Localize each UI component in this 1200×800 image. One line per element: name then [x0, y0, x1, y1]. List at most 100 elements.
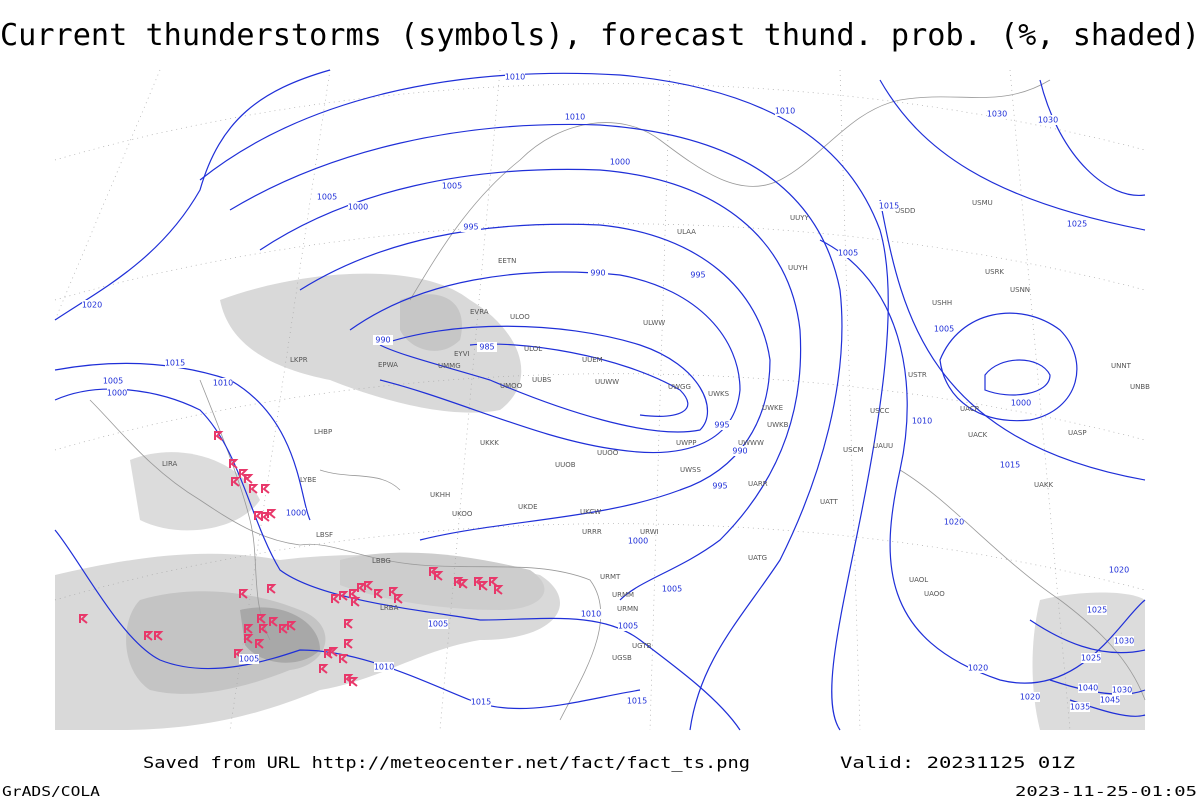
isobar-label-bg	[688, 270, 708, 280]
isobar-label-bg	[1011, 398, 1031, 408]
isobar-label: 1010	[374, 663, 394, 672]
isobar-label-bg	[442, 181, 462, 191]
isobar-label: 995	[712, 482, 727, 491]
thunderstorm-symbol	[319, 664, 329, 674]
isobar-label-bg	[1000, 460, 1020, 470]
thunderstorm-symbol	[269, 617, 279, 627]
station-label: UKDE	[518, 503, 538, 511]
thunderstorm-symbol	[339, 654, 349, 664]
isobar-label-bg	[103, 376, 123, 386]
station-label: LIRA	[162, 460, 178, 468]
station-label: USCM	[843, 446, 864, 454]
isobar-label-bg	[428, 619, 448, 629]
isobar-label: 1025	[1067, 220, 1087, 229]
station-label: UGTB	[632, 642, 652, 650]
station-label: UAUU	[873, 442, 893, 450]
isobar-label: 995	[714, 421, 729, 430]
isobar-label: 1010	[581, 610, 601, 619]
thunderstorm-symbol	[459, 579, 469, 589]
isobar-label-bg	[610, 157, 630, 167]
station-label: UAOL	[909, 576, 928, 584]
isobar-label-bg	[1109, 565, 1129, 575]
station-label: UKOO	[452, 510, 473, 518]
title: Current thunderstorms (symbols), forecas…	[0, 18, 1200, 53]
station-label: UAOO	[924, 590, 945, 598]
station-label: USMU	[972, 199, 993, 207]
station-label: UWKB	[767, 421, 789, 429]
station-label: UMMG	[438, 362, 461, 370]
station-label: UWKS	[708, 390, 730, 398]
valid-time: Valid: 20231125 01Z	[840, 753, 1075, 772]
isobar-label: 1005	[239, 655, 259, 664]
station-label: ULOL	[524, 345, 542, 353]
isobar-label: 1025	[1081, 654, 1101, 663]
station-label: UWWW	[738, 439, 764, 447]
isobar-label: 1005	[103, 377, 123, 386]
isobar-label-bg	[317, 192, 337, 202]
isobar-label-bg	[662, 584, 682, 594]
thunderstorm-symbol	[214, 431, 224, 441]
isobar-label: 1000	[107, 389, 127, 398]
isobar-label-bg	[286, 508, 306, 518]
thunderstorm-symbol	[259, 624, 269, 634]
isobar-label: 990	[375, 336, 390, 345]
isobar-label-bg	[107, 388, 127, 398]
station-label: UUYH	[788, 264, 808, 272]
thunderstorm-symbol	[434, 571, 444, 581]
isobar-label-bg	[1112, 685, 1132, 695]
thunderstorm-symbol	[339, 591, 349, 601]
thunderstorm-symbol	[255, 639, 265, 649]
thunderstorm-symbol	[144, 631, 154, 641]
station-label: USDD	[895, 207, 915, 215]
isobar-label-bg	[373, 335, 393, 345]
station-label: URWI	[640, 528, 659, 536]
isobar-label-bg	[1114, 636, 1134, 646]
station-label: LRBA	[380, 604, 399, 612]
station-labels: ULOO ULOL UUEM UUWW UMMG UMOO UUBS UUOB UUOO UKKK…	[162, 199, 1150, 662]
station-label: UASP	[1068, 429, 1087, 437]
thunderstorm-symbol	[394, 594, 404, 604]
station-label: LBBG	[372, 557, 391, 565]
isobar-label-bg	[627, 696, 647, 706]
thunderstorm-symbol	[257, 614, 267, 624]
isobar-label-bg	[987, 109, 1007, 119]
isobar-label: 990	[732, 447, 747, 456]
isobar-label-bg	[712, 420, 732, 430]
isobar-label: 1035	[1070, 703, 1090, 712]
isobar-label: 1005	[317, 193, 337, 202]
isobar-label: 1020	[968, 664, 988, 673]
station-label: UACK	[968, 431, 988, 439]
isobar-label: 1030	[987, 110, 1007, 119]
thunderstorm-symbol	[374, 589, 384, 599]
source-url: Saved from URL http://meteocenter.net/fa…	[143, 753, 750, 772]
isobar-label: 1020	[82, 301, 102, 310]
station-label: ULWW	[643, 319, 665, 327]
isobar-label: 1000	[286, 509, 306, 518]
station-label: LYBE	[300, 476, 316, 484]
station-label: USTR	[908, 371, 927, 379]
station-label: URMM	[612, 591, 634, 599]
station-label: LKPR	[290, 356, 308, 364]
station-label: UWPP	[676, 439, 697, 447]
isobar-label-bg	[1087, 605, 1107, 615]
isobar-label-bg	[912, 416, 932, 426]
isobar-label-bg	[588, 268, 608, 278]
isobar-label-bg	[348, 202, 368, 212]
isobar-label: 1000	[610, 158, 630, 167]
station-label: ULOO	[510, 313, 530, 321]
station-label: LHBP	[314, 428, 332, 436]
isobar-label: 1000	[628, 537, 648, 546]
isobar-label: 1010	[213, 379, 233, 388]
isobar-label-bg	[879, 201, 899, 211]
isobar-label: 1005	[428, 620, 448, 629]
isobar-label-bg	[968, 663, 988, 673]
station-label: UUOB	[555, 461, 576, 469]
isobar-label-bg	[730, 446, 750, 456]
thunderstorm-symbol	[454, 577, 464, 587]
isobar-label-bg	[213, 378, 233, 388]
isobar-label: 1020	[1109, 566, 1129, 575]
isobar-label: 1015	[627, 697, 647, 706]
station-label: UUYY	[790, 214, 810, 222]
thunderstorm-symbol	[234, 649, 244, 659]
